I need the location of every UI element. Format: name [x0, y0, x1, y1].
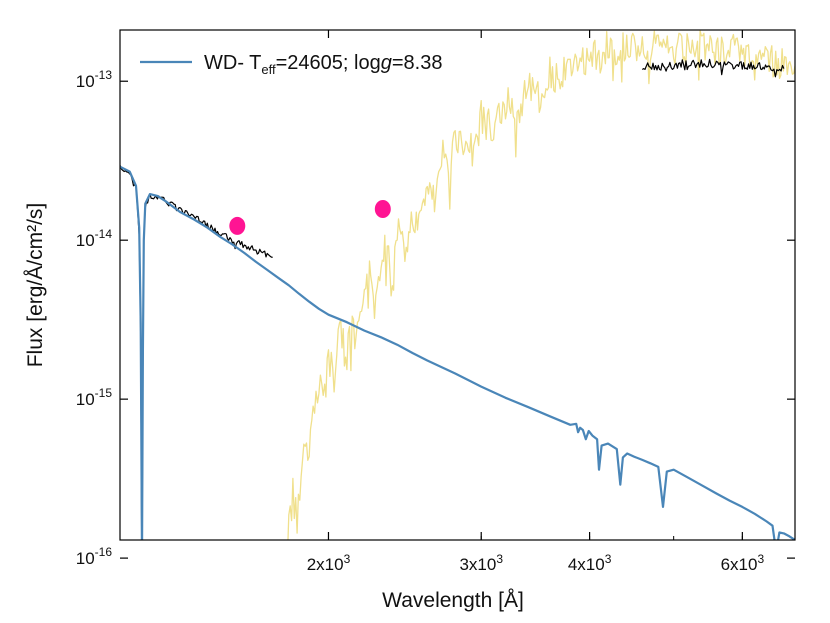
photometry-points: [229, 200, 391, 235]
legend-suffix: =8.38: [392, 52, 443, 74]
y-tick-label: 10-14: [76, 227, 113, 250]
legend-label: WD- Teff=24605; logg=8.38: [204, 52, 442, 77]
legend-sub: eff: [261, 62, 276, 77]
plot-area-series: [120, 30, 795, 540]
series-wd-model: [120, 165, 795, 540]
x-tick-label: 6x103: [721, 552, 765, 574]
legend-mid: =24605; log: [276, 52, 381, 74]
x-tick-label: 3x103: [459, 552, 503, 574]
legend: WD- Teff=24605; logg=8.38: [140, 52, 442, 77]
x-tick-label: 2x103: [307, 552, 351, 574]
y-tick-label: 10-15: [76, 386, 113, 409]
plot-frame: [119, 29, 796, 541]
y-tick-label: 10-13: [76, 68, 113, 91]
series-optical-spectrum: [641, 58, 785, 78]
photometry-point: [229, 216, 246, 235]
series-companion-model: [287, 30, 795, 540]
legend-ital: g: [381, 52, 392, 74]
x-tick-label: 4x103: [568, 552, 612, 574]
photometry-point: [374, 200, 391, 218]
x-axis-ticks: 2x103 3x103 4x103 6x103: [307, 30, 765, 574]
y-tick-label: 10-16: [76, 545, 113, 568]
y-axis-title: Flux [erg/Å/cm²/s]: [24, 203, 47, 368]
y-axis-ticks: 10-16 10-15 10-14 10-13: [76, 68, 795, 568]
legend-prefix: WD- T: [204, 52, 261, 74]
x-axis-title: Wavelength [Å]: [382, 589, 524, 612]
